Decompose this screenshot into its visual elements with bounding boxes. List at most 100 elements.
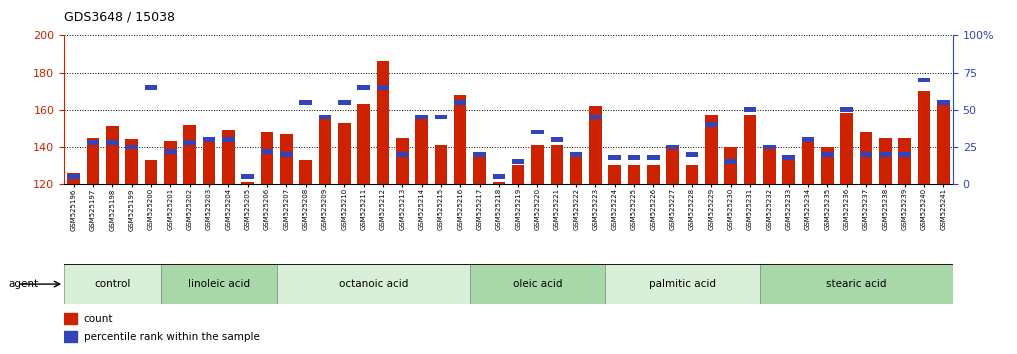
Bar [299, 160, 312, 184]
Bar [724, 159, 737, 164]
Bar [222, 137, 235, 142]
Bar [705, 115, 718, 184]
Bar [512, 159, 525, 164]
Bar [550, 145, 563, 184]
Bar [589, 115, 602, 120]
Bar [917, 91, 931, 184]
Bar [473, 153, 486, 184]
Bar [724, 147, 737, 184]
Bar [685, 165, 699, 184]
Bar [338, 100, 351, 105]
Bar [202, 139, 216, 184]
Bar [106, 140, 119, 145]
Bar [666, 144, 679, 149]
Bar [415, 115, 428, 120]
Bar [492, 174, 505, 179]
Bar [125, 144, 138, 149]
Bar [859, 152, 873, 157]
Bar [589, 106, 602, 184]
Bar [763, 144, 776, 149]
Bar [396, 152, 409, 157]
Bar [299, 100, 312, 105]
Bar [859, 132, 873, 184]
Bar [840, 113, 853, 184]
Bar [125, 139, 138, 184]
Bar [454, 100, 467, 105]
Bar [260, 149, 274, 154]
Bar [570, 156, 583, 184]
Bar [164, 149, 177, 154]
Bar [550, 137, 563, 142]
Bar [64, 313, 76, 324]
Bar [898, 138, 911, 184]
Bar [454, 95, 467, 184]
Bar [415, 115, 428, 184]
Bar [260, 132, 274, 184]
Bar [376, 62, 390, 184]
Bar [434, 115, 447, 120]
Bar [183, 140, 196, 145]
Bar [531, 130, 544, 135]
Bar [473, 152, 486, 157]
Bar [743, 107, 757, 112]
Bar [840, 107, 853, 112]
Bar [705, 122, 718, 127]
Bar [821, 147, 834, 184]
Bar [801, 137, 815, 142]
Bar [64, 264, 161, 304]
Bar [821, 152, 834, 157]
Bar [492, 182, 505, 184]
Text: agent: agent [8, 279, 39, 289]
Bar [318, 117, 332, 184]
Text: percentile rank within the sample: percentile rank within the sample [83, 332, 259, 342]
Bar [144, 160, 158, 184]
Text: control: control [95, 279, 130, 289]
Bar [879, 152, 892, 157]
Text: count: count [83, 314, 113, 324]
Bar [879, 138, 892, 184]
Bar [470, 264, 605, 304]
Bar [318, 115, 332, 120]
Text: palmitic acid: palmitic acid [649, 279, 716, 289]
Bar [280, 152, 293, 157]
Bar [608, 165, 621, 184]
Bar [685, 152, 699, 157]
Bar [241, 174, 254, 179]
Bar [67, 173, 80, 184]
Text: octanoic acid: octanoic acid [339, 279, 408, 289]
Bar [161, 264, 277, 304]
Bar [647, 165, 660, 184]
Bar [434, 145, 447, 184]
Bar [647, 155, 660, 160]
Bar [570, 152, 583, 157]
Bar [86, 140, 100, 145]
Bar [338, 123, 351, 184]
Bar [280, 134, 293, 184]
Bar [937, 104, 950, 184]
Bar [376, 85, 390, 90]
Bar [627, 155, 641, 160]
Bar [202, 137, 216, 142]
Bar [183, 125, 196, 184]
Bar [531, 145, 544, 184]
Bar [277, 264, 470, 304]
Bar [512, 165, 525, 184]
Bar [666, 147, 679, 184]
Bar [106, 126, 119, 184]
Bar [164, 141, 177, 184]
Bar [898, 152, 911, 157]
Text: linoleic acid: linoleic acid [187, 279, 250, 289]
Bar [222, 130, 235, 184]
Bar [357, 104, 370, 184]
Text: stearic acid: stearic acid [826, 279, 887, 289]
Bar [357, 85, 370, 90]
Bar [67, 174, 80, 179]
Bar [64, 331, 76, 342]
Bar [605, 264, 760, 304]
Bar [760, 264, 953, 304]
Text: oleic acid: oleic acid [513, 279, 562, 289]
Bar [917, 78, 931, 82]
Bar [937, 100, 950, 105]
Bar [144, 85, 158, 90]
Bar [801, 138, 815, 184]
